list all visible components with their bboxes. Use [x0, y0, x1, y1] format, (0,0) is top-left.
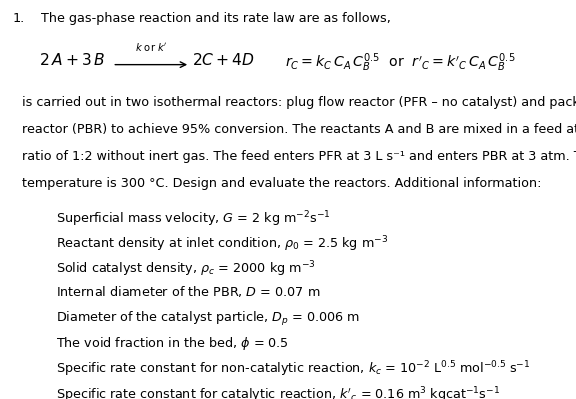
- Text: Specific rate constant for non-catalytic reaction, $k_c$ = 10$^{-2}$ L$^{0.5}$ m: Specific rate constant for non-catalytic…: [56, 360, 530, 379]
- Text: Internal diameter of the PBR, $D$ = 0.07 m: Internal diameter of the PBR, $D$ = 0.07…: [56, 284, 321, 300]
- Text: The gas-phase reaction and its rate law are as follows,: The gas-phase reaction and its rate law …: [41, 12, 391, 25]
- Text: Diameter of the catalyst particle, $D_p$ = 0.006 m: Diameter of the catalyst particle, $D_p$…: [56, 310, 361, 328]
- Text: $2C+4D$: $2C+4D$: [192, 52, 255, 68]
- Text: $k$ or $k'$: $k$ or $k'$: [135, 41, 167, 53]
- Text: Specific rate constant for catalytic reaction, $k'_c$ = 0.16 m$^3$ kgcat$^{-1}$s: Specific rate constant for catalytic rea…: [56, 385, 501, 399]
- Text: temperature is 300 °C. Design and evaluate the reactors. Additional information:: temperature is 300 °C. Design and evalua…: [22, 177, 541, 190]
- Text: Solid catalyst density, $\rho_c$ = 2000 kg m$^{-3}$: Solid catalyst density, $\rho_c$ = 2000 …: [56, 259, 316, 279]
- Text: Superficial mass velocity, $G$ = 2 kg m$^{-2}$s$^{-1}$: Superficial mass velocity, $G$ = 2 kg m$…: [56, 209, 331, 229]
- Text: is carried out in two isothermal reactors: plug flow reactor (PFR – no catalyst): is carried out in two isothermal reactor…: [22, 96, 576, 109]
- Text: Reactant density at inlet condition, $\rho_0$ = 2.5 kg m$^{-3}$: Reactant density at inlet condition, $\r…: [56, 234, 388, 254]
- Text: The void fraction in the bed, $\phi$ = 0.5: The void fraction in the bed, $\phi$ = 0…: [56, 335, 289, 352]
- Text: $2\,A+3\,B$: $2\,A+3\,B$: [39, 52, 105, 68]
- Text: 1.: 1.: [13, 12, 25, 25]
- Text: ratio of 1:2 without inert gas. The feed enters PFR at 3 L s⁻¹ and enters PBR at: ratio of 1:2 without inert gas. The feed…: [22, 150, 576, 163]
- Text: $r_C = k_C\,C_A\,C_B^{0.5}$  or  $r'_C = k'_C\,C_A\,C_B^{0.5}$: $r_C = k_C\,C_A\,C_B^{0.5}$ or $r'_C = k…: [285, 52, 516, 75]
- Text: reactor (PBR) to achieve 95% conversion. The reactants A and B are mixed in a fe: reactor (PBR) to achieve 95% conversion.…: [22, 123, 576, 136]
